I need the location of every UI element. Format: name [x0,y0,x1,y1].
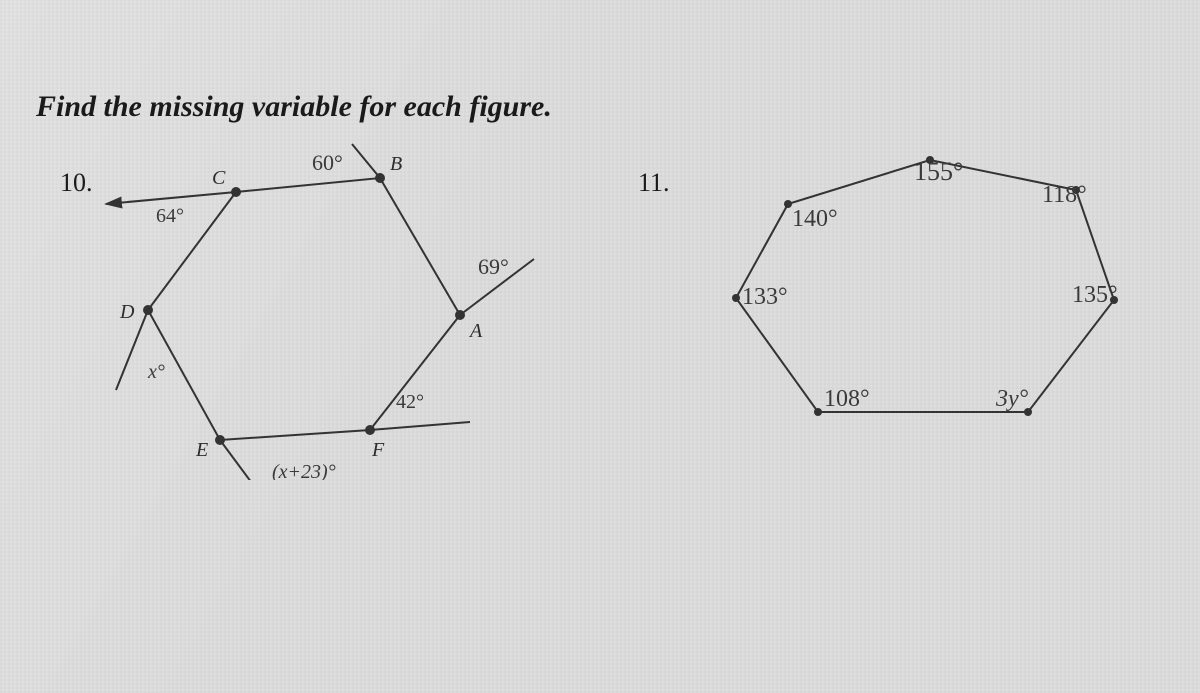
svg-text:135°: 135° [1072,282,1118,308]
svg-text:118°: 118° [1042,182,1087,208]
svg-text:C: C [212,167,226,189]
svg-text:3y°: 3y° [995,386,1029,412]
question-11-number: 11. [638,168,670,198]
svg-text:42°: 42° [396,391,424,413]
svg-text:D: D [119,301,135,323]
svg-text:B: B [390,153,402,175]
svg-text:60°: 60° [312,150,343,175]
instruction-text: Find the missing variable for each figur… [36,90,552,124]
svg-text:x°: x° [147,361,165,383]
figure-11-heptagon: 140° 155° 118° 135° 3y° 108° 133° [700,140,1140,460]
svg-text:69°: 69° [478,254,509,279]
svg-text:(x+23)°: (x+23)° [272,461,336,480]
svg-text:64°: 64° [156,205,184,227]
question-10-number: 10. [60,168,93,198]
svg-text:133°: 133° [742,284,788,310]
svg-text:E: E [195,439,208,461]
svg-text:155°: 155° [914,157,963,186]
svg-text:140°: 140° [792,206,838,232]
svg-text:F: F [371,439,385,461]
svg-text:108°: 108° [824,386,870,412]
svg-text:A: A [468,320,483,342]
figure-10-hexagon: A B C D E F 60° 64° 69° 42° (x+23)° x° [90,140,570,480]
